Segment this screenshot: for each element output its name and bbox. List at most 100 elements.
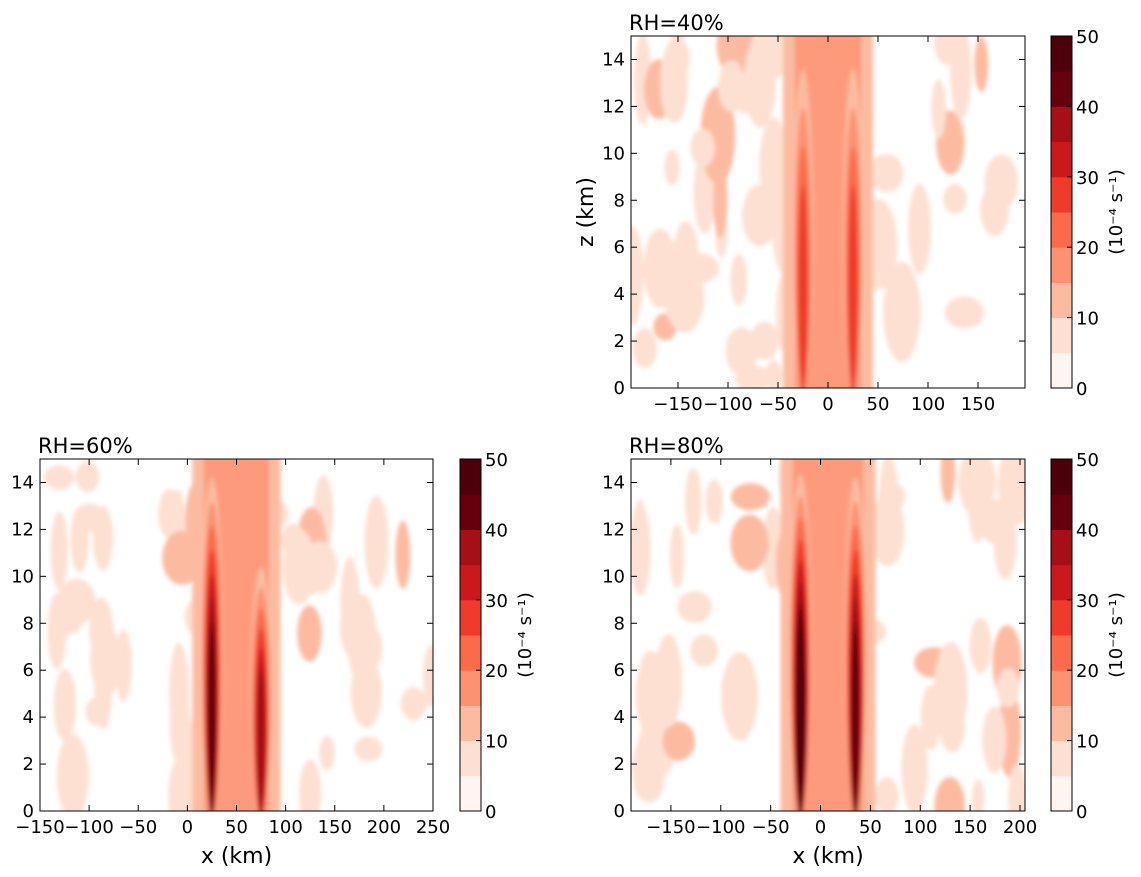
contour-patch <box>950 36 972 120</box>
contour-patch <box>297 605 322 662</box>
y-tick-label: 12 <box>11 519 34 540</box>
colorbar-frame <box>1050 458 1073 812</box>
x-tick-label: −150 <box>15 817 64 838</box>
colorbar-segment <box>460 529 481 566</box>
column-2-level-8 <box>851 622 860 811</box>
contour-patch <box>874 777 899 811</box>
contour-patch <box>720 110 736 144</box>
contour-patch <box>43 465 75 490</box>
contour-patch <box>632 328 657 369</box>
contour-patch <box>933 641 968 739</box>
colorbar: 0 10 20 30 40 50 (10⁻⁴ s⁻¹) <box>1050 450 1127 823</box>
contour-patch <box>354 736 383 762</box>
contour-patch <box>744 36 776 128</box>
colorbar-tick-label: 0 <box>1076 379 1087 400</box>
contour-patch <box>350 656 382 729</box>
contour-patch <box>765 359 782 388</box>
colorbar-frame <box>459 458 482 812</box>
y-tick-label: 4 <box>23 707 34 728</box>
contour-patch <box>931 79 946 139</box>
x-tick-label: −50 <box>759 394 797 415</box>
x-tick-label: 150 <box>953 817 987 838</box>
x-tick-label: 50 <box>859 817 882 838</box>
colorbar-segment <box>1051 459 1072 495</box>
contour-patch <box>282 529 316 605</box>
panel-title: RH=60% <box>38 434 133 458</box>
x-tick-label: −150 <box>653 394 702 415</box>
x-tick-label: −100 <box>703 394 752 415</box>
y-tick-label: 4 <box>614 707 625 728</box>
contour-patch <box>679 253 719 284</box>
contour-patch <box>721 651 759 741</box>
colorbar-segment <box>460 459 481 495</box>
contour-patch <box>974 36 989 92</box>
contour-patch <box>319 735 335 771</box>
contour-patch <box>1008 764 1025 811</box>
contour-field <box>43 459 433 811</box>
x-tick-label: 0 <box>182 817 193 838</box>
colorbar-segment <box>1051 494 1072 530</box>
colorbar-segment <box>1051 599 1072 636</box>
colorbar-segment <box>1051 247 1072 283</box>
contour-patch <box>53 668 77 741</box>
y-tick-label: 14 <box>602 49 625 70</box>
y-axis-label: z (km) <box>574 177 599 247</box>
colorbar-segment <box>1051 36 1072 72</box>
contour-patch <box>158 488 182 539</box>
contour-patch <box>70 506 89 573</box>
colorbar-segment <box>460 635 481 671</box>
contour-patch <box>717 60 746 112</box>
contour-patch <box>750 321 780 361</box>
contour-patch <box>920 684 942 750</box>
y-tick-label: 8 <box>614 613 625 634</box>
colorbar-tick-label: 30 <box>1076 591 1099 612</box>
x-tick-label: 50 <box>225 817 248 838</box>
y-tick-label: 6 <box>614 237 625 258</box>
colorbar-segment <box>1051 71 1072 107</box>
colorbar-segment <box>1051 740 1072 777</box>
contour-patch <box>730 483 771 511</box>
contour-patch <box>57 578 96 625</box>
y-tick-label: 4 <box>614 284 625 305</box>
contour-patch <box>660 40 689 124</box>
y-tick-label: 12 <box>602 519 625 540</box>
contour-patch <box>395 520 411 589</box>
colorbar-segment <box>460 494 481 530</box>
contour-patch <box>162 530 202 585</box>
contour-patch <box>339 601 357 654</box>
column-1-level-8 <box>207 622 216 811</box>
contour-patch <box>877 481 906 512</box>
contour-patch <box>940 459 956 504</box>
contour-patch <box>662 721 695 761</box>
y-tick-label: 6 <box>23 660 34 681</box>
contour-patch <box>677 591 713 623</box>
colorbar-label: (10⁻⁴ s⁻¹) <box>1106 169 1127 254</box>
colorbar-segment <box>1051 352 1072 389</box>
x-tick-label: 50 <box>867 394 890 415</box>
x-axis-label: x (km) <box>792 844 863 869</box>
contour-patch <box>730 514 769 572</box>
colorbar-tick-label: 10 <box>1076 732 1099 753</box>
y-tick-label: 6 <box>614 660 625 681</box>
colorbar-tick-label: 20 <box>1076 238 1099 259</box>
colorbar: 0 10 20 30 40 50 (10⁻⁴ s⁻¹) <box>1050 27 1127 400</box>
y-tick-label: 12 <box>602 96 625 117</box>
colorbar-segment <box>1051 635 1072 671</box>
x-tick-label: 200 <box>1003 817 1037 838</box>
x-tick-label: 0 <box>822 394 833 415</box>
contour-patch <box>883 261 921 362</box>
x-tick-label: −50 <box>752 817 790 838</box>
colorbar-tick-label: 30 <box>1076 168 1099 189</box>
colorbar-tick-label: 20 <box>485 661 508 682</box>
colorbar-tick-label: 10 <box>485 732 508 753</box>
colorbar-segment <box>1051 141 1072 178</box>
colorbar-tick-label: 50 <box>485 450 508 471</box>
contour-patch <box>643 228 677 308</box>
colorbar-segment <box>1051 282 1072 319</box>
axes-frame <box>630 458 1026 812</box>
y-tick-label: 0 <box>23 801 34 822</box>
y-tick-label: 10 <box>602 566 625 587</box>
x-tick-label: −100 <box>696 817 745 838</box>
colorbar-tick-label: 10 <box>1076 309 1099 330</box>
